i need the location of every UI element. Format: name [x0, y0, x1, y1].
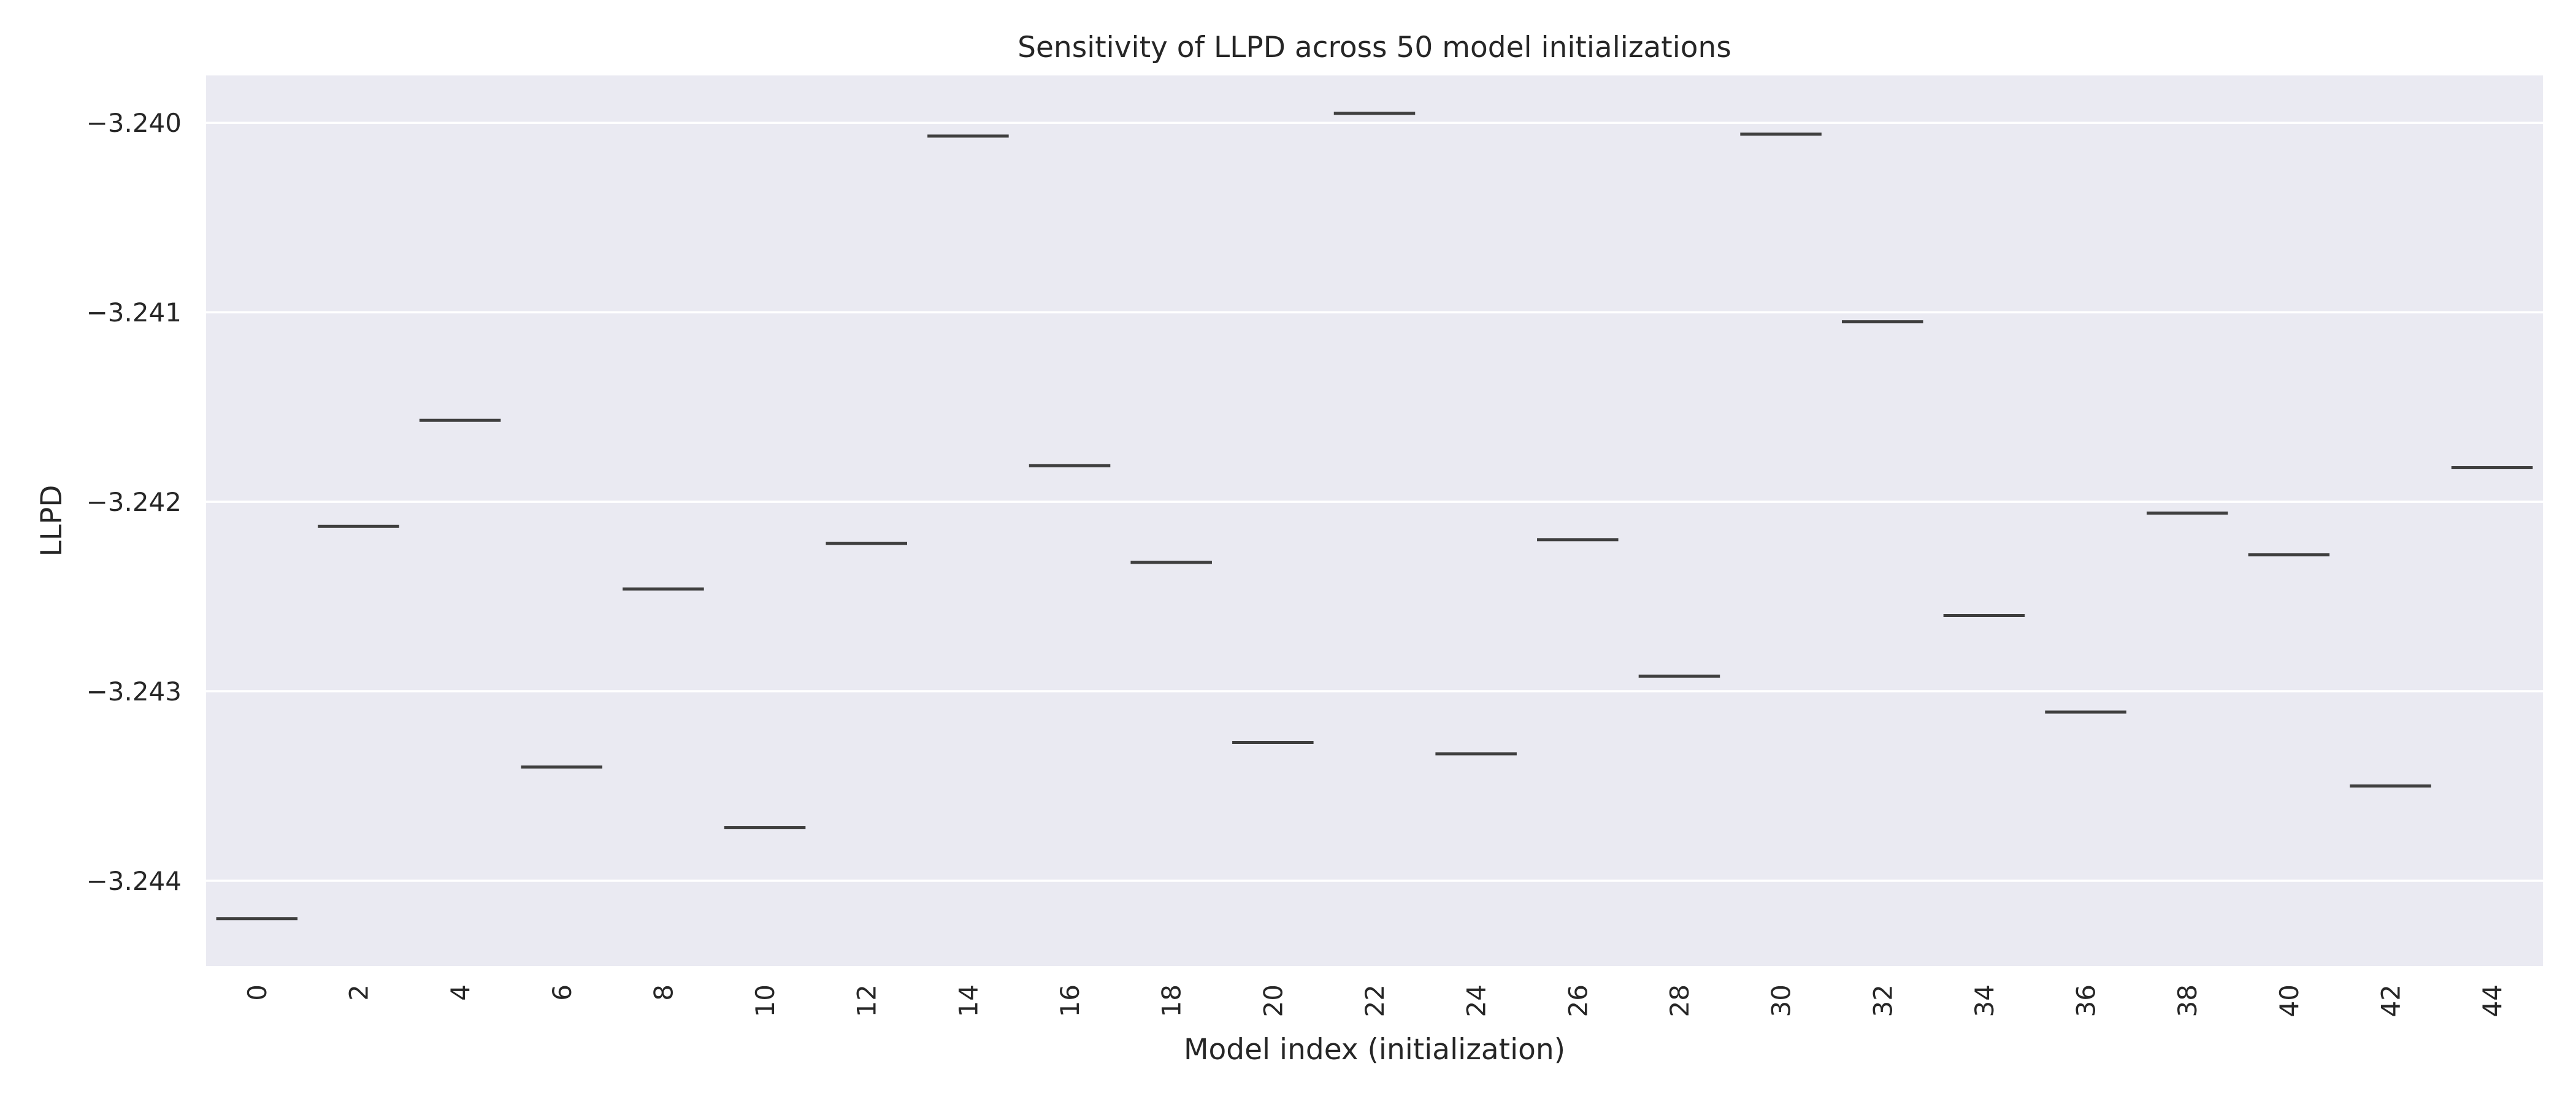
- grid-lines: [206, 121, 2543, 882]
- y-tick-label: −3.243: [86, 677, 182, 707]
- x-tick-label: 30: [1766, 984, 1796, 1017]
- y-axis-label: LLPD: [35, 485, 69, 557]
- y-tick-label: −3.240: [86, 108, 182, 138]
- x-tick-label: 12: [852, 984, 882, 1017]
- x-tick-label: 16: [1055, 984, 1085, 1017]
- x-tick-label: 34: [1969, 984, 1999, 1017]
- x-tick-label: 32: [1868, 984, 1898, 1017]
- x-axis-label: Model index (initialization): [1184, 1033, 1565, 1067]
- x-tick-label: 8: [648, 984, 678, 1001]
- x-tick-label: 24: [1462, 984, 1492, 1017]
- x-tick-label: 36: [2071, 984, 2101, 1017]
- x-tick-label: 2: [343, 984, 374, 1001]
- x-tick-label: 0: [242, 984, 272, 1001]
- x-tick-label: 42: [2376, 984, 2406, 1017]
- x-tick-label: 20: [1258, 984, 1288, 1017]
- x-tick-label: 10: [750, 984, 780, 1017]
- x-tick-label: 4: [445, 984, 475, 1001]
- x-tick-label: 14: [953, 984, 983, 1017]
- x-tick-label: 6: [547, 984, 577, 1001]
- y-tick-label: −3.241: [86, 297, 182, 328]
- x-tick-label: 22: [1360, 984, 1390, 1017]
- x-tick-label: 28: [1665, 984, 1695, 1017]
- chart-title: Sensitivity of LLPD across 50 model init…: [1018, 31, 1731, 64]
- x-tick-labels: 0 2 4 6 8 10 12 14 16 18 20 22 24 26 28 30 32 34 36 38 40 42 4…: [242, 984, 2507, 1017]
- x-tick-label: 44: [2477, 984, 2507, 1017]
- x-tick-label: 26: [1563, 984, 1593, 1017]
- median-lines: [216, 112, 2533, 921]
- x-tick-label: 38: [2172, 984, 2202, 1017]
- x-tick-label: 40: [2274, 984, 2304, 1017]
- x-tick-label: 18: [1157, 984, 1187, 1017]
- plot-area: [206, 75, 2543, 966]
- y-tick-label: −3.244: [86, 866, 182, 896]
- y-tick-label: −3.242: [86, 487, 182, 517]
- y-tick-labels: −3.240 −3.241 −3.242 −3.243 −3.244: [86, 108, 182, 896]
